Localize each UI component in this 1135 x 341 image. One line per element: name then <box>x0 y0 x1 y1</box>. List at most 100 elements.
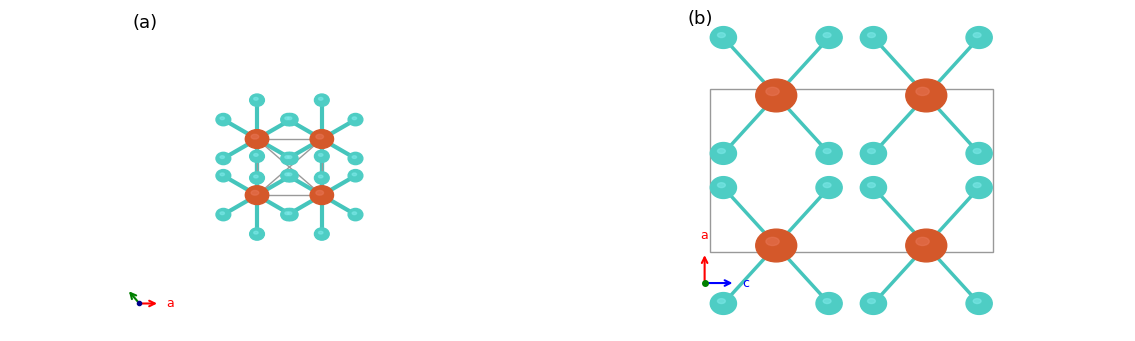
Ellipse shape <box>973 149 981 153</box>
Ellipse shape <box>348 114 363 126</box>
Text: (a): (a) <box>133 14 158 32</box>
Ellipse shape <box>245 130 269 148</box>
Ellipse shape <box>319 153 323 156</box>
Ellipse shape <box>816 293 842 314</box>
Ellipse shape <box>319 175 323 178</box>
Ellipse shape <box>287 173 292 176</box>
Ellipse shape <box>285 156 289 159</box>
Ellipse shape <box>250 150 264 162</box>
Ellipse shape <box>285 212 289 214</box>
Ellipse shape <box>250 228 264 240</box>
Ellipse shape <box>966 143 992 164</box>
Ellipse shape <box>711 293 737 314</box>
Ellipse shape <box>711 177 737 198</box>
Ellipse shape <box>245 186 269 205</box>
Ellipse shape <box>285 117 289 120</box>
Ellipse shape <box>916 87 930 95</box>
Ellipse shape <box>717 299 725 303</box>
Ellipse shape <box>966 27 992 48</box>
Ellipse shape <box>287 212 292 214</box>
Ellipse shape <box>816 143 842 164</box>
Ellipse shape <box>711 143 737 164</box>
Ellipse shape <box>287 117 292 120</box>
Ellipse shape <box>860 27 886 48</box>
Ellipse shape <box>284 152 299 165</box>
Ellipse shape <box>310 130 334 148</box>
Text: (b): (b) <box>688 10 713 28</box>
Ellipse shape <box>766 237 780 246</box>
Ellipse shape <box>251 191 259 195</box>
Ellipse shape <box>717 183 725 188</box>
Ellipse shape <box>867 33 875 38</box>
Ellipse shape <box>319 231 323 234</box>
Ellipse shape <box>966 293 992 314</box>
Ellipse shape <box>316 134 323 139</box>
Ellipse shape <box>287 156 292 159</box>
Ellipse shape <box>823 299 831 303</box>
Ellipse shape <box>816 177 842 198</box>
Ellipse shape <box>280 114 295 126</box>
Ellipse shape <box>916 237 930 246</box>
Text: a: a <box>700 229 708 242</box>
Bar <box>709 89 993 252</box>
Ellipse shape <box>310 186 334 205</box>
Ellipse shape <box>352 212 356 214</box>
Ellipse shape <box>314 228 329 240</box>
Ellipse shape <box>348 169 363 182</box>
Ellipse shape <box>766 87 780 95</box>
Ellipse shape <box>867 149 875 153</box>
Ellipse shape <box>280 208 295 221</box>
Ellipse shape <box>352 156 356 159</box>
Ellipse shape <box>816 27 842 48</box>
Ellipse shape <box>220 117 225 120</box>
Ellipse shape <box>284 169 299 182</box>
Ellipse shape <box>280 169 295 182</box>
Ellipse shape <box>220 156 225 159</box>
Ellipse shape <box>216 152 230 165</box>
Text: a: a <box>167 297 175 310</box>
Ellipse shape <box>285 173 289 176</box>
Ellipse shape <box>314 172 329 184</box>
Ellipse shape <box>216 169 230 182</box>
Ellipse shape <box>717 149 725 153</box>
Ellipse shape <box>348 208 363 221</box>
Ellipse shape <box>906 79 947 112</box>
Ellipse shape <box>348 152 363 165</box>
Ellipse shape <box>823 149 831 153</box>
Ellipse shape <box>250 94 264 106</box>
Ellipse shape <box>254 231 258 234</box>
Ellipse shape <box>860 177 886 198</box>
Ellipse shape <box>860 293 886 314</box>
Ellipse shape <box>352 173 356 176</box>
Ellipse shape <box>717 33 725 38</box>
Ellipse shape <box>973 299 981 303</box>
Ellipse shape <box>254 98 258 100</box>
Ellipse shape <box>867 299 875 303</box>
Ellipse shape <box>220 173 225 176</box>
Ellipse shape <box>973 33 981 38</box>
Ellipse shape <box>756 229 797 262</box>
Ellipse shape <box>280 152 295 165</box>
Ellipse shape <box>319 98 323 100</box>
Ellipse shape <box>284 208 299 221</box>
Ellipse shape <box>254 153 258 156</box>
Text: c: c <box>742 277 749 290</box>
Ellipse shape <box>906 229 947 262</box>
Ellipse shape <box>284 114 299 126</box>
Ellipse shape <box>973 183 981 188</box>
Ellipse shape <box>314 94 329 106</box>
Ellipse shape <box>250 172 264 184</box>
Ellipse shape <box>254 175 258 178</box>
Ellipse shape <box>216 208 230 221</box>
Ellipse shape <box>823 183 831 188</box>
Ellipse shape <box>867 183 875 188</box>
Ellipse shape <box>220 212 225 214</box>
Ellipse shape <box>966 177 992 198</box>
Ellipse shape <box>711 27 737 48</box>
Ellipse shape <box>823 33 831 38</box>
Ellipse shape <box>251 134 259 139</box>
Ellipse shape <box>756 79 797 112</box>
Ellipse shape <box>860 143 886 164</box>
Ellipse shape <box>352 117 356 120</box>
Ellipse shape <box>216 114 230 126</box>
